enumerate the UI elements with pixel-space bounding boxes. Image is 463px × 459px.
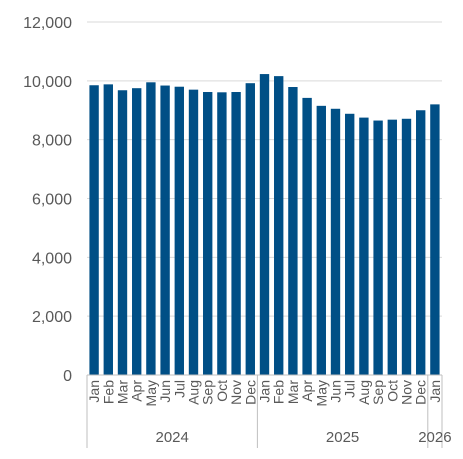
x-tick-label: Jun	[328, 380, 344, 403]
bar	[330, 108, 341, 375]
x-tick-label: Apr	[299, 380, 315, 402]
bar	[316, 105, 326, 376]
x-tick-label: Sep	[200, 380, 216, 405]
x-tick-label: May	[313, 380, 329, 406]
y-tick-label: 10,000	[23, 74, 72, 91]
bars	[89, 74, 440, 376]
bar	[231, 92, 241, 376]
bar	[302, 97, 312, 376]
x-tick-label: Mar	[115, 380, 131, 404]
x-tick-label: Jun	[157, 380, 173, 403]
year-label: 2026	[418, 429, 451, 446]
x-tick-label: Oct	[384, 380, 400, 402]
bar	[430, 104, 440, 375]
bar	[203, 92, 213, 376]
bar	[217, 92, 227, 375]
bar	[174, 86, 184, 375]
x-axis: JanFebMarAprMayJunJulAugSepOctNovDecJanF…	[86, 374, 452, 448]
bar	[132, 88, 142, 375]
x-tick-label: Mar	[285, 380, 301, 404]
bar	[288, 87, 298, 375]
y-tick-label: 6,000	[32, 192, 72, 209]
bar	[103, 84, 113, 375]
x-tick-label: Dec	[413, 380, 429, 405]
x-tick-label: Feb	[271, 380, 287, 404]
x-tick-label: Feb	[100, 380, 116, 404]
y-tick-label: 8,000	[32, 133, 72, 150]
bar	[117, 90, 128, 375]
x-tick-label: Jul	[342, 380, 358, 398]
x-tick-label: Sep	[370, 380, 386, 405]
bar	[245, 83, 255, 375]
x-tick-label: Dec	[242, 380, 258, 405]
y-tick-label: 2,000	[32, 309, 72, 326]
x-tick-label: Apr	[129, 380, 145, 402]
x-tick-label: Jan	[427, 380, 443, 403]
bar	[373, 120, 383, 375]
x-tick-label: May	[143, 380, 159, 406]
y-tick-label: 0	[63, 368, 72, 385]
y-tick-label: 12,000	[23, 15, 72, 32]
year-label: 2024	[156, 429, 189, 446]
bar	[345, 113, 355, 375]
bar	[160, 85, 170, 375]
bar	[146, 82, 156, 375]
x-tick-label: Nov	[228, 380, 244, 405]
x-tick-label: Aug	[186, 380, 202, 405]
year-label: 2025	[326, 429, 359, 446]
bar	[359, 117, 369, 376]
y-axis-ticks: 0 2,000 4,000 6,000 8,000 10,000 12,000	[23, 15, 72, 385]
bar	[274, 76, 284, 376]
x-tick-label: Aug	[356, 380, 372, 405]
x-tick-label: Jan	[257, 380, 273, 403]
bar	[188, 89, 199, 376]
bar	[259, 74, 270, 375]
x-tick-label: Oct	[214, 380, 230, 402]
bar	[387, 119, 397, 375]
bar	[401, 118, 412, 376]
bar	[89, 85, 99, 375]
x-tick-label: Jul	[171, 380, 187, 398]
bar	[416, 110, 426, 375]
y-tick-label: 4,000	[32, 250, 72, 267]
x-tick-label: Nov	[399, 380, 415, 405]
x-tick-label: Jan	[86, 380, 102, 403]
